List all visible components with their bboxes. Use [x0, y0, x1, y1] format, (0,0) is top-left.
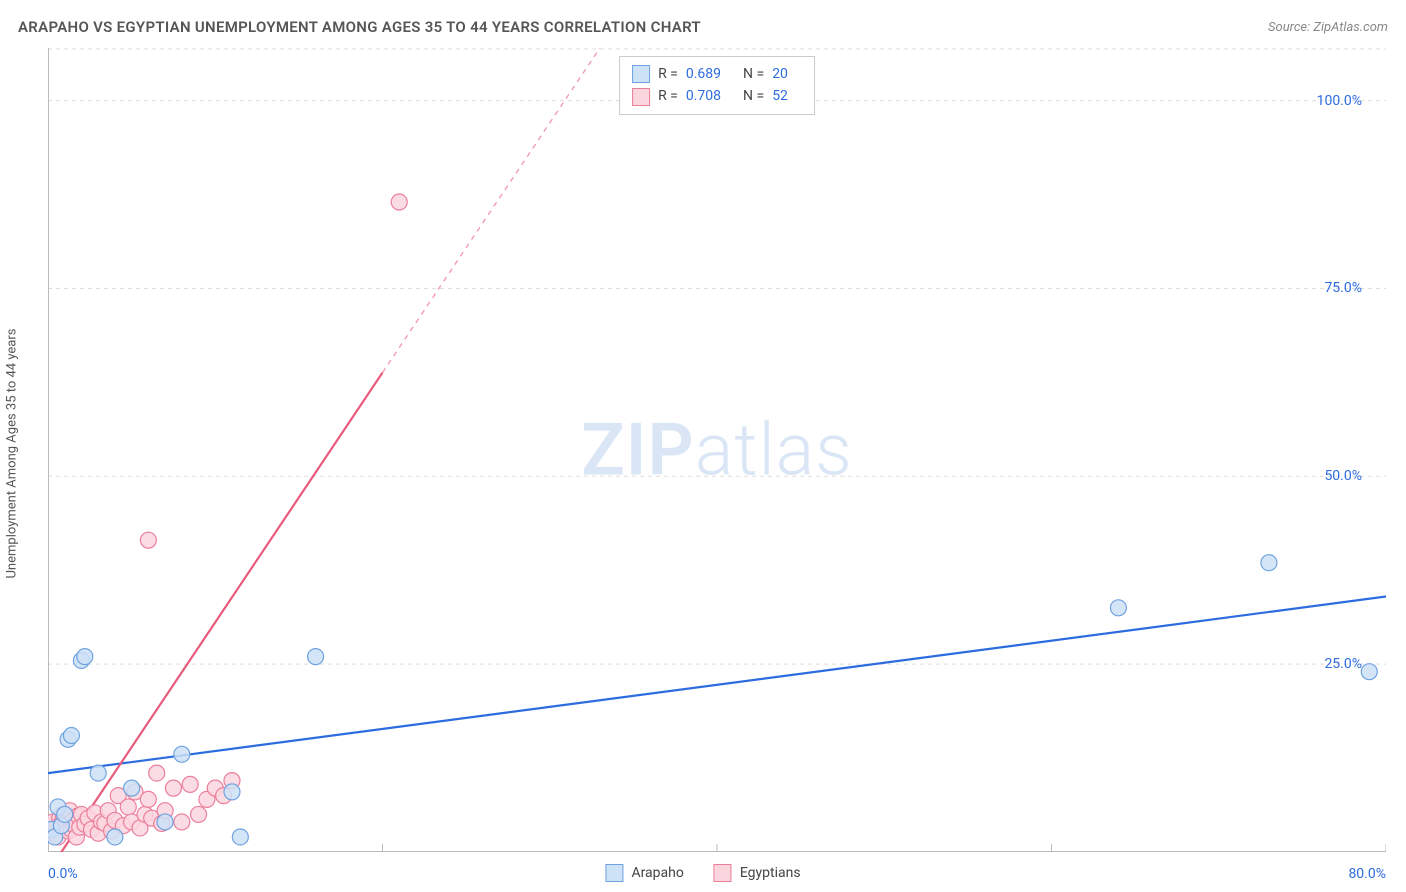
legend-label-egyptians: Egyptians — [740, 865, 801, 881]
y-tick-label: 25.0% — [1324, 656, 1362, 672]
source-attribution: Source: ZipAtlas.com — [1268, 20, 1388, 35]
n-value-arapaho: 20 — [772, 63, 788, 85]
legend-item-egyptians: Egyptians — [714, 864, 801, 882]
scatter-plot — [48, 48, 1386, 852]
swatch-arapaho — [632, 65, 650, 83]
r-label: R = — [658, 63, 678, 85]
chart-title: ARAPAHO VS EGYPTIAN UNEMPLOYMENT AMONG A… — [18, 18, 701, 36]
r-value-arapaho: 0.689 — [686, 63, 721, 85]
y-axis-label: Unemployment Among Ages 35 to 44 years — [5, 329, 20, 579]
r-value-egyptians: 0.708 — [686, 85, 721, 107]
legend-label-arapaho: Arapaho — [631, 865, 683, 881]
title-bar: ARAPAHO VS EGYPTIAN UNEMPLOYMENT AMONG A… — [18, 18, 1388, 36]
n-label: N = — [743, 63, 764, 85]
n-value-egyptians: 52 — [772, 85, 788, 107]
legend-swatch-egyptians — [714, 864, 732, 882]
stats-legend: R = 0.689 N = 20 R = 0.708 N = 52 — [619, 56, 815, 115]
y-tick-label: 75.0% — [1324, 280, 1362, 296]
stats-row-arapaho: R = 0.689 N = 20 — [632, 63, 802, 85]
legend-item-arapaho: Arapaho — [605, 864, 683, 882]
legend-swatch-arapaho — [605, 864, 623, 882]
chart-area: ZIPatlas R = 0.689 N = 20 R = 0.708 N = … — [48, 48, 1386, 852]
r-label: R = — [658, 85, 678, 107]
n-label: N = — [743, 85, 764, 107]
swatch-egyptians — [632, 88, 650, 106]
y-tick-label: 50.0% — [1324, 468, 1362, 484]
y-tick-label: 100.0% — [1317, 93, 1362, 109]
series-legend: Arapaho Egyptians — [605, 864, 800, 882]
x-axis-min-label: 0.0% — [48, 866, 78, 882]
stats-row-egyptians: R = 0.708 N = 52 — [632, 85, 802, 107]
x-axis-max-label: 80.0% — [1348, 866, 1386, 882]
